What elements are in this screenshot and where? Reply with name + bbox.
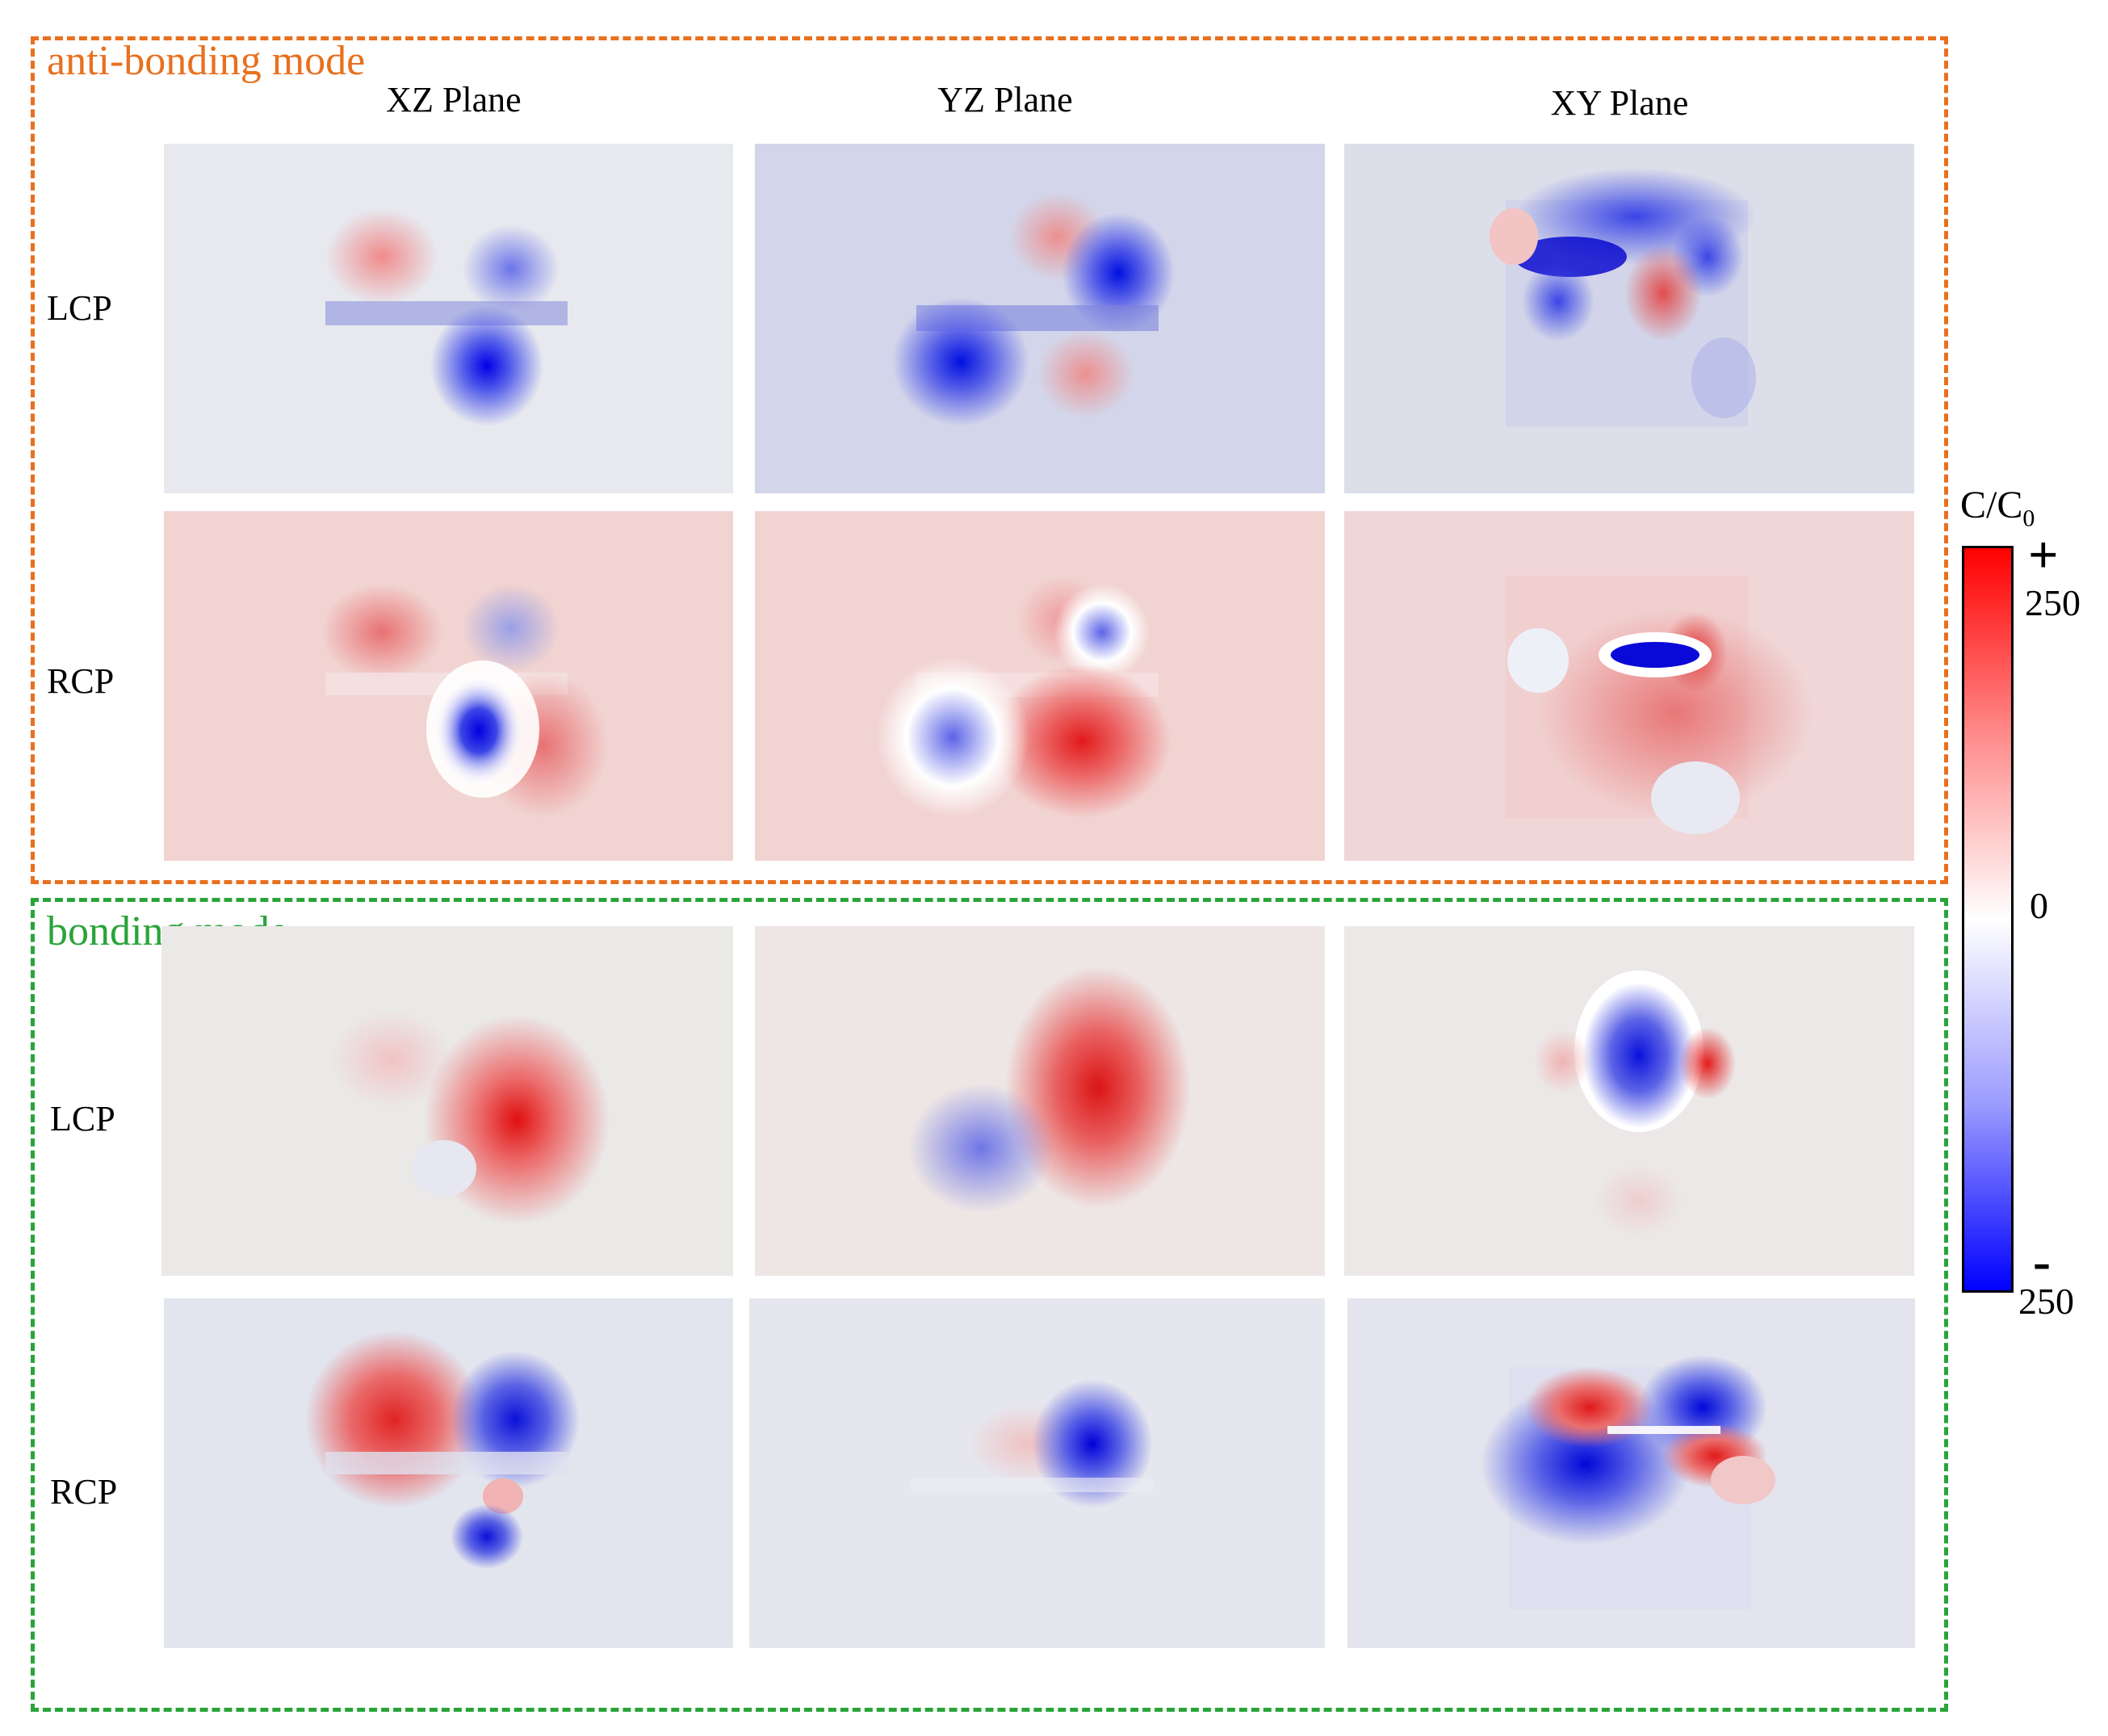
panel-anti-lcp-xy xyxy=(1344,144,1914,493)
panel-anti-rcp-yz xyxy=(755,511,1325,861)
row-label-anti-rcp: RCP xyxy=(47,661,115,701)
panel-anti-rcp-xy xyxy=(1344,511,1914,861)
colorbar xyxy=(1962,546,2014,1293)
colorbar-title-text: C/C xyxy=(1960,484,2023,526)
column-header-yz: YZ Plane xyxy=(937,80,1073,120)
colorbar-mid-label: 0 xyxy=(2030,885,2048,926)
row-label-bond-lcp: LCP xyxy=(50,1099,115,1138)
panel-bond-lcp-xz xyxy=(161,926,733,1276)
panel-bond-rcp-xy xyxy=(1347,1298,1915,1648)
row-label-bond-rcp: RCP xyxy=(50,1472,118,1512)
column-header-xz: XZ Plane xyxy=(386,80,522,120)
anti-bonding-frame xyxy=(31,36,1948,884)
colorbar-min-label: 250 xyxy=(2018,1281,2074,1322)
panel-anti-lcp-yz xyxy=(755,144,1325,493)
colorbar-min-sign: - xyxy=(2033,1232,2051,1291)
panel-bond-rcp-xz xyxy=(164,1298,733,1648)
anti-bonding-mode-title: anti-bonding mode xyxy=(47,38,366,84)
row-label-anti-lcp: LCP xyxy=(47,288,112,328)
panel-bond-lcp-xy xyxy=(1344,926,1914,1276)
colorbar-title: C/C0 xyxy=(1960,483,2035,533)
colorbar-max-sign: + xyxy=(2028,526,2059,585)
column-header-xy: XY Plane xyxy=(1550,83,1689,123)
panel-bond-rcp-yz xyxy=(749,1298,1325,1648)
panel-anti-lcp-xz xyxy=(164,144,733,493)
bonding-frame xyxy=(31,898,1948,1712)
colorbar-title-subscript: 0 xyxy=(2022,505,2035,532)
panel-anti-rcp-xz xyxy=(164,511,733,861)
colorbar-max-label: 250 xyxy=(2025,582,2081,623)
panel-bond-lcp-yz xyxy=(755,926,1325,1276)
